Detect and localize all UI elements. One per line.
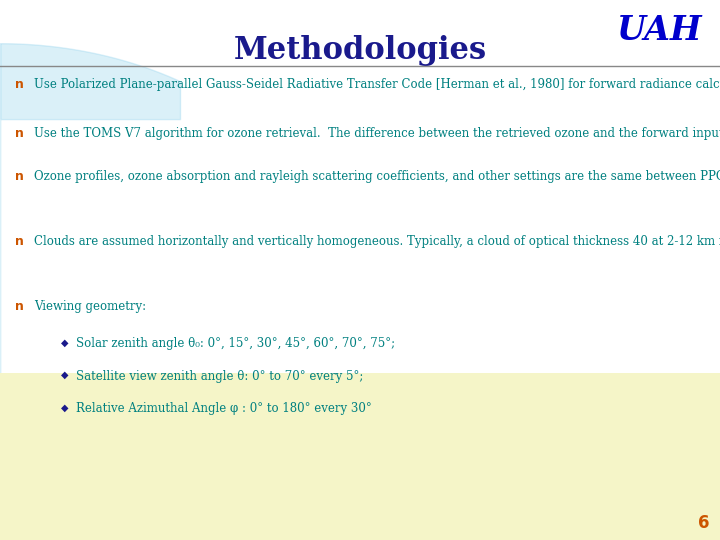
Text: n: n (15, 300, 24, 313)
Text: Relative Azimuthal Angle φ : 0° to 180° every 30°: Relative Azimuthal Angle φ : 0° to 180° … (76, 402, 372, 415)
Text: Viewing geometry:: Viewing geometry: (34, 300, 146, 313)
Text: Use Polarized Plane-parallel Gauss-Seidel Radiative Transfer Code [Herman et al.: Use Polarized Plane-parallel Gauss-Seide… (34, 78, 720, 91)
Text: Use the TOMS V7 algorithm for ozone retrieval.  The difference between the retri: Use the TOMS V7 algorithm for ozone retr… (34, 127, 720, 140)
Text: UAH: UAH (616, 14, 702, 46)
Text: n: n (15, 127, 24, 140)
Text: n: n (15, 78, 24, 91)
Text: Clouds are assumed horizontally and vertically homogeneous. Typically, a cloud o: Clouds are assumed horizontally and vert… (34, 235, 720, 248)
Text: ◆: ◆ (61, 370, 68, 380)
Text: Solar zenith angle θ₀: 0°, 15°, 30°, 45°, 60°, 70°, 75°;: Solar zenith angle θ₀: 0°, 15°, 30°, 45°… (76, 338, 395, 350)
Text: n: n (15, 235, 24, 248)
Text: ◆: ◆ (61, 338, 68, 348)
Text: Ozone profiles, ozone absorption and rayleigh scattering coefficients, and other: Ozone profiles, ozone absorption and ray… (34, 170, 720, 183)
FancyBboxPatch shape (0, 373, 720, 540)
Text: ◆: ◆ (61, 402, 68, 413)
Text: n: n (15, 170, 24, 183)
Text: Methodologies: Methodologies (233, 35, 487, 66)
Text: Satellite view zenith angle θ: 0° to 70° every 5°;: Satellite view zenith angle θ: 0° to 70°… (76, 370, 363, 383)
Text: 6: 6 (698, 514, 709, 532)
